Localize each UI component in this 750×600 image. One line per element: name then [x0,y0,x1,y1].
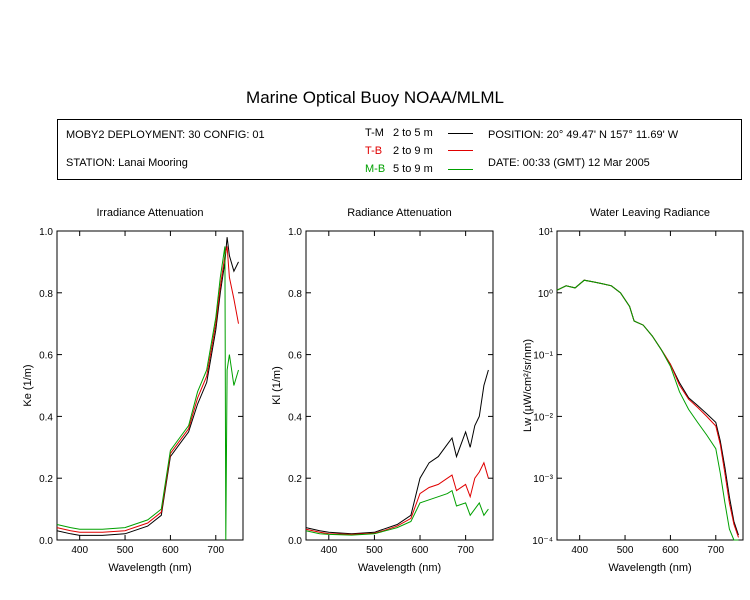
y-tick-label-2-3: 10⁻¹ [533,351,553,362]
y-axis-label-1: Kl (1/m) [271,366,283,405]
series-line-2-m-b [556,279,739,541]
series-line-0-t-m [56,237,239,536]
info-box: MOBY2 DEPLOYMENT: 30 CONFIG: 01 STATION:… [57,119,742,180]
series-line-1-m-b [305,489,489,536]
plot-frame-0 [56,230,244,541]
x-axis-label-2: Wavelength (nm) [608,562,691,574]
legend-range-tm: 2 to 5 m [393,127,433,139]
position-text: POSITION: 20° 49.47' N 157° 11.69' W [488,129,679,141]
x-tick-label-2-2: 600 [662,545,679,556]
legend-line-tm [448,133,473,134]
series-line-1-t-m [305,369,489,535]
y-tick-label-1-0: 0.0 [288,536,302,547]
panel-title-0: Irradiance Attenuation [96,207,203,219]
series-line-0-t-b [56,246,239,533]
panel-title-1: Radiance Attenuation [347,207,452,219]
x-axis-label-1: Wavelength (nm) [358,562,441,574]
legend-line-mb [448,169,473,170]
y-tick-label-1-3: 0.6 [288,351,302,362]
y-tick-label-0-4: 0.8 [39,289,53,300]
x-tick-label-0-1: 500 [117,545,134,556]
series-line-2-t-m [556,279,739,536]
plot-frame-1 [305,230,494,541]
station-text: STATION: Lanai Mooring [66,157,188,169]
legend-code-tb: T-B [365,145,383,157]
y-tick-label-0-0: 0.0 [39,536,53,547]
y-axis-label-0: Ke (1/m) [22,364,34,406]
x-tick-label-0-3: 700 [207,545,224,556]
series-line-0-m-b [56,246,239,541]
y-tick-label-0-3: 0.6 [39,351,53,362]
legend-line-tb [448,150,473,151]
x-tick-label-0-0: 400 [71,545,88,556]
y-tick-label-2-5: 10¹ [539,227,554,238]
legend-range-mb: 5 to 9 m [393,163,433,175]
y-tick-label-1-2: 0.4 [288,412,302,423]
legend-code-tm: T-M [365,127,384,139]
plot-frame-2 [556,230,744,541]
y-tick-label-0-2: 0.4 [39,412,53,423]
x-tick-label-2-1: 500 [617,545,634,556]
chart-title: Marine Optical Buoy NOAA/MLML [246,88,504,107]
y-tick-label-2-4: 10⁰ [538,289,553,300]
y-axis-label-2: Lw (µW/cm²/sr/nm) [522,339,534,432]
legend-range-tb: 2 to 9 m [393,145,433,157]
x-tick-label-1-3: 700 [457,545,474,556]
date-text: DATE: 00:33 (GMT) 12 Mar 2005 [488,157,650,169]
deployment-text: MOBY2 DEPLOYMENT: 30 CONFIG: 01 [66,129,265,141]
y-tick-label-1-1: 0.2 [288,474,302,485]
x-axis-label-0: Wavelength (nm) [108,562,191,574]
x-tick-label-2-0: 400 [571,545,588,556]
legend-code-mb: M-B [365,163,386,175]
y-tick-label-2-1: 10⁻³ [533,474,553,485]
x-tick-label-2-3: 700 [707,545,724,556]
panel-title-2: Water Leaving Radiance [590,207,710,219]
y-tick-label-0-1: 0.2 [39,474,53,485]
x-tick-label-0-2: 600 [162,545,179,556]
series-line-1-t-b [305,461,489,535]
y-tick-label-2-2: 10⁻² [533,412,553,423]
series-line-2-t-b [556,279,739,538]
x-tick-label-1-1: 500 [366,545,383,556]
y-tick-label-0-5: 1.0 [39,227,53,238]
x-tick-label-1-0: 400 [320,545,337,556]
y-tick-label-2-0: 10⁻⁴ [532,536,553,547]
x-tick-label-1-2: 600 [412,545,429,556]
y-tick-label-1-5: 1.0 [288,227,302,238]
y-tick-label-1-4: 0.8 [288,289,302,300]
